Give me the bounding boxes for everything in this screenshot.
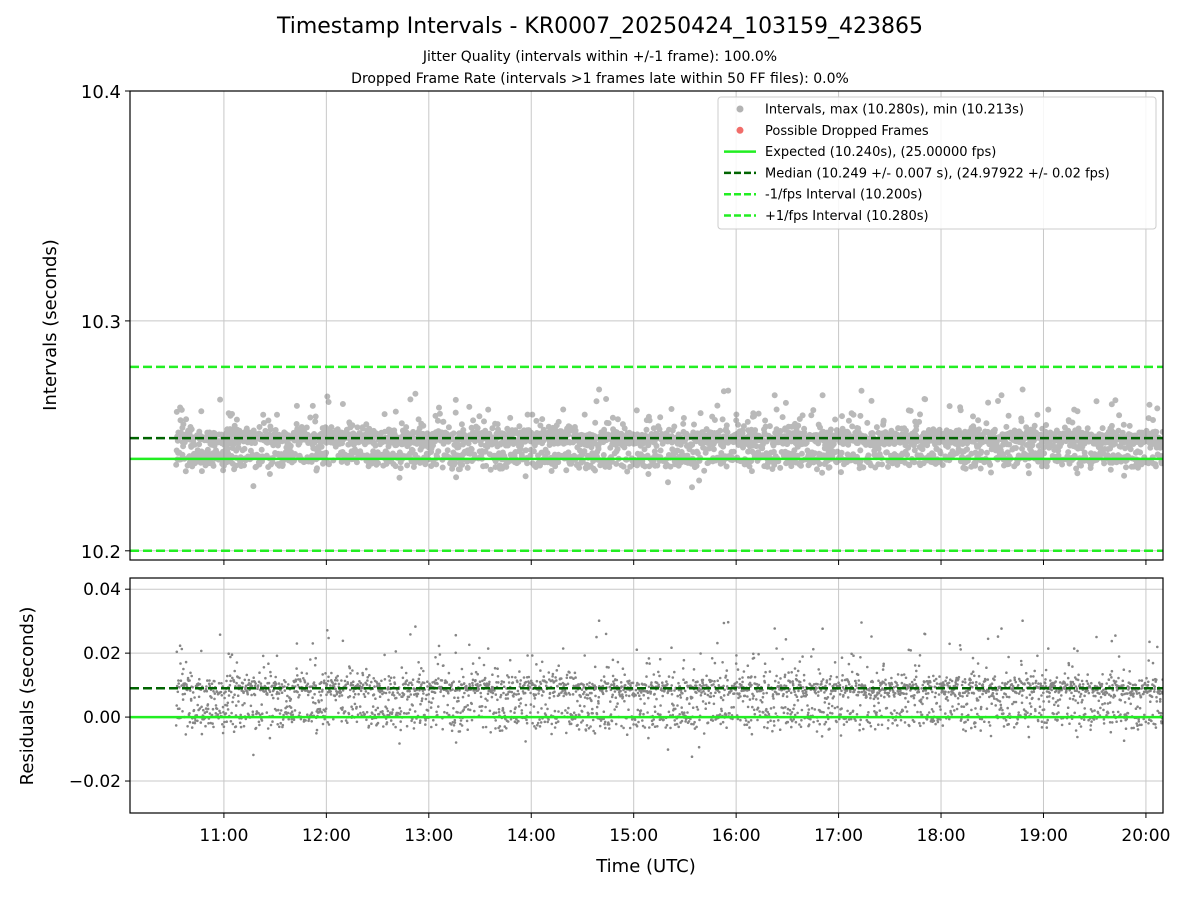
legend: Intervals, max (10.280s), min (10.213s) P… bbox=[717, 96, 1157, 230]
legend-label: Possible Dropped Frames bbox=[765, 124, 929, 139]
x-tick-label: 14:00 bbox=[507, 826, 556, 846]
x-tick-label: 16:00 bbox=[712, 826, 761, 846]
chart-title: Timestamp Intervals - KR0007_20250424_10… bbox=[276, 14, 924, 39]
legend-label: Median (10.249 +/- 0.007 s), (24.97922 +… bbox=[765, 166, 1110, 181]
x-tick-label: 15:00 bbox=[609, 826, 658, 846]
residuals-reference-lines bbox=[130, 687, 1163, 719]
x-tick-label: 20:00 bbox=[1121, 826, 1170, 846]
y-tick-label: −0.02 bbox=[69, 772, 121, 792]
x-ticks: 11:00 12:00 13:00 14:00 15:00 16:00 17:00 18:00… bbox=[199, 560, 1170, 846]
y-tick-label: 0.02 bbox=[83, 644, 121, 664]
x-tick-label: 13:00 bbox=[404, 826, 453, 846]
residuals-grid bbox=[130, 578, 1163, 813]
intervals-reference-lines bbox=[130, 365, 1163, 553]
y-tick-label: 10.4 bbox=[81, 82, 121, 103]
x-axis-label: Time (UTC) bbox=[595, 856, 696, 877]
legend-marker-dropped bbox=[736, 126, 744, 134]
x-tick-label: 17:00 bbox=[814, 826, 863, 846]
intervals-y-ticks: 10.2 10.3 10.4 bbox=[81, 82, 130, 563]
residuals-y-ticks: −0.02 0.00 0.02 0.04 bbox=[69, 580, 130, 792]
legend-label: Expected (10.240s), (25.00000 fps) bbox=[765, 145, 996, 160]
legend-box bbox=[717, 96, 1157, 230]
x-tick-label: 19:00 bbox=[1019, 826, 1068, 846]
y-tick-label: 0.00 bbox=[83, 708, 121, 728]
legend-marker-intervals bbox=[736, 105, 744, 113]
y-tick-label: 0.04 bbox=[83, 580, 121, 600]
residuals-y-axis-label: Residuals (seconds) bbox=[17, 607, 38, 786]
legend-label: +1/fps Interval (10.280s) bbox=[765, 209, 929, 224]
legend-label: -1/fps Interval (10.200s) bbox=[765, 188, 922, 203]
intervals-plot-frame bbox=[129, 90, 1164, 561]
jitter-quality-subtitle: Jitter Quality (intervals within +/-1 fr… bbox=[422, 49, 778, 65]
residuals-plot-frame bbox=[129, 577, 1164, 814]
y-tick-label: 10.2 bbox=[81, 542, 121, 563]
y-tick-label: 10.3 bbox=[81, 312, 121, 333]
x-tick-label: 18:00 bbox=[917, 826, 966, 846]
x-tick-label: 11:00 bbox=[199, 826, 248, 846]
dropped-frame-rate-subtitle: Dropped Frame Rate (intervals >1 frames … bbox=[351, 71, 849, 87]
intervals-y-axis-label: Intervals (seconds) bbox=[40, 239, 61, 411]
x-tick-label: 12:00 bbox=[302, 826, 351, 846]
legend-label: Intervals, max (10.280s), min (10.213s) bbox=[765, 103, 1024, 118]
